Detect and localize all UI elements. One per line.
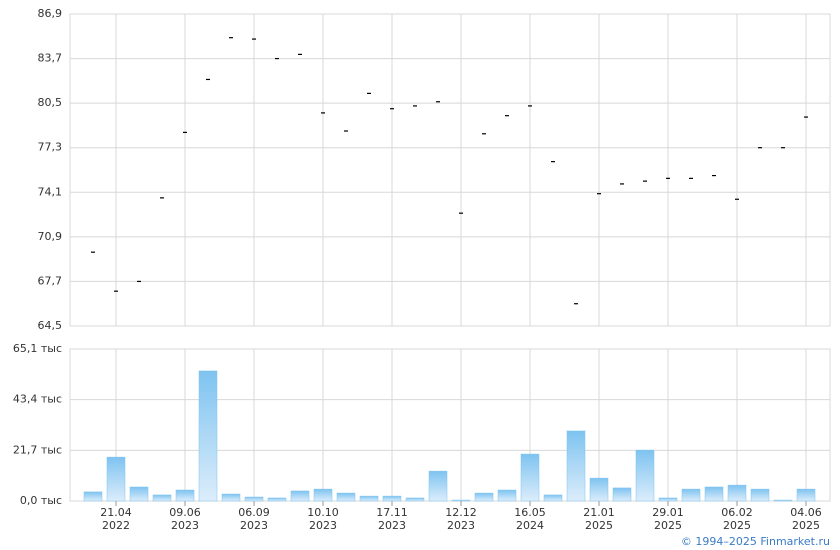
x-tick-label: 21.01 2025 (583, 506, 615, 532)
y-tick-label: 0,0 тыс (20, 494, 62, 507)
volume-bar (175, 489, 195, 502)
y-tick-label: 80,5 (38, 96, 63, 109)
plot-frame (69, 13, 831, 327)
y-tick-label: 65,1 тыс (13, 342, 62, 355)
x-tick-label: 06.09 2023 (238, 506, 270, 532)
volume-bar (106, 456, 126, 502)
volume-bar (497, 489, 517, 502)
volume-bar (566, 430, 586, 502)
volume-bar (129, 486, 149, 502)
volume-bar (244, 496, 264, 502)
volume-bar (589, 477, 609, 502)
volume-bar (267, 497, 287, 502)
volume-bar (451, 499, 471, 502)
volume-bar (796, 488, 816, 502)
y-tick-label: 64,5 (38, 319, 63, 332)
volume-bar (428, 470, 448, 502)
volume-bar (405, 497, 425, 502)
volume-bar (658, 497, 678, 502)
y-tick-label: 67,7 (38, 274, 63, 287)
volume-bar (727, 484, 747, 502)
volume-bar (612, 487, 632, 502)
x-tick-label: 17.11 2023 (376, 506, 408, 532)
y-tick-label: 21,7 тыс (13, 443, 62, 456)
volume-bar (773, 499, 793, 502)
y-tick-label: 77,3 (38, 141, 63, 154)
y-tick-label: 43,4 тыс (13, 393, 62, 406)
volume-bar (313, 488, 333, 502)
volume-bar (221, 493, 241, 502)
x-tick-label: 10.10 2023 (307, 506, 339, 532)
y-tick-label: 74,1 (38, 185, 63, 198)
volume-bar (152, 494, 172, 502)
x-tick-label: 29.01 2025 (652, 506, 684, 532)
volume-bar (750, 488, 770, 502)
volume-bar (474, 492, 494, 502)
y-tick-label: 70,9 (38, 230, 63, 243)
y-tick-label: 83,7 (38, 52, 63, 65)
x-tick-label: 16.05 2024 (514, 506, 546, 532)
x-tick-label: 04.06 2025 (790, 506, 822, 532)
volume-bar (635, 449, 655, 502)
volume-bar (704, 486, 724, 502)
volume-bar (290, 490, 310, 502)
x-tick-label: 12.12 2023 (445, 506, 477, 532)
volume-bar (681, 488, 701, 502)
volume-bar (543, 494, 563, 502)
volume-bar (382, 495, 402, 502)
x-tick-label: 09.06 2023 (169, 506, 201, 532)
plot-frame (69, 348, 831, 502)
copyright: © 1994–2025 Finmarket.ru (681, 535, 830, 548)
x-tick-label: 21.04 2022 (100, 506, 132, 532)
volume-bar (520, 453, 540, 502)
x-tick-label: 06.02 2025 (721, 506, 753, 532)
volume-bar (83, 491, 103, 502)
volume-bar (198, 370, 218, 502)
volume-bar (336, 492, 356, 502)
volume-bar (359, 495, 379, 502)
y-tick-label: 86,9 (38, 7, 63, 20)
